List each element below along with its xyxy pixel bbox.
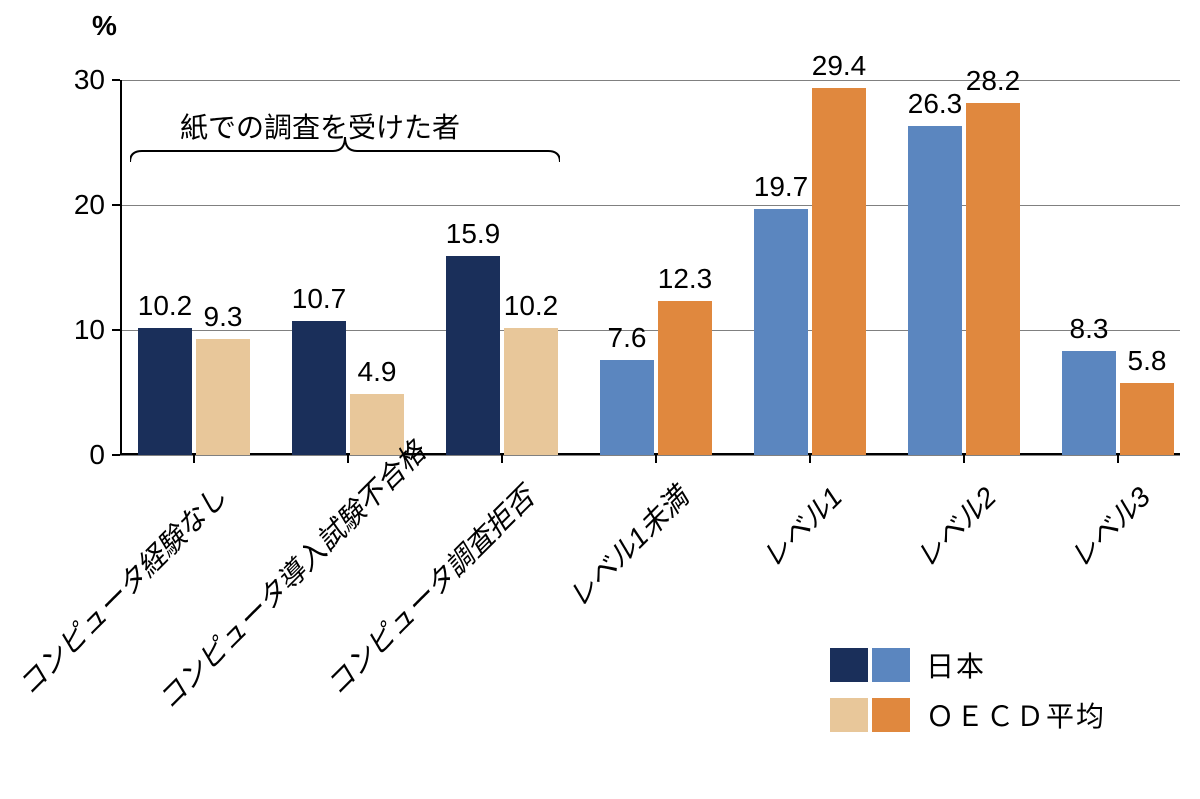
- y-tick-mark: [112, 454, 120, 456]
- x-tick-mark: [501, 455, 503, 463]
- y-axis-line: [120, 80, 122, 455]
- bar-japan: [600, 360, 654, 455]
- bar-oecd: [504, 328, 558, 456]
- gridline: [120, 330, 1180, 331]
- bar-oecd: [1120, 383, 1174, 456]
- bar-oecd: [966, 103, 1020, 456]
- bar-japan: [908, 126, 962, 455]
- bar-value-label: 12.3: [658, 263, 713, 295]
- y-tick-mark: [112, 329, 120, 331]
- legend-row: 日本: [830, 645, 1106, 685]
- bar-oecd: [196, 339, 250, 455]
- x-tick-mark: [963, 455, 965, 463]
- bar-value-label: 29.4: [812, 50, 867, 82]
- bar-chart: 10.2 9.3 10.7 4.9 15.9 10.2 7.6 12.3 19.7 29.4 26.…: [0, 0, 1200, 799]
- y-tick-label: 20: [60, 189, 105, 221]
- y-axis-unit: %: [92, 10, 117, 42]
- legend-label: ＯＥＣＤ平均: [926, 695, 1106, 735]
- x-tick-mark: [655, 455, 657, 463]
- legend-swatch: [872, 698, 910, 732]
- gridline: [120, 205, 1180, 206]
- bar-japan: [754, 209, 808, 455]
- paper-survey-brace: [130, 135, 560, 167]
- bar-value-label: 19.7: [754, 171, 809, 203]
- bar-oecd: [812, 88, 866, 456]
- bar-japan: [292, 321, 346, 455]
- y-tick-label: 10: [60, 314, 105, 346]
- bar-value-label: 10.7: [292, 283, 347, 315]
- y-tick-mark: [112, 79, 120, 81]
- legend-label: 日本: [926, 645, 986, 685]
- bar-value-label: 8.3: [1070, 313, 1109, 345]
- gridline: [120, 455, 1180, 456]
- legend-swatch: [830, 648, 868, 682]
- x-tick-mark: [347, 455, 349, 463]
- x-tick-mark: [809, 455, 811, 463]
- legend-swatch: [830, 698, 868, 732]
- bar-japan: [138, 328, 192, 456]
- bar-oecd: [350, 394, 404, 455]
- bar-value-label: 9.3: [204, 301, 243, 333]
- y-tick-mark: [112, 204, 120, 206]
- gridline: [120, 80, 1180, 81]
- legend: 日本 ＯＥＣＤ平均: [830, 645, 1106, 745]
- bar-value-label: 4.9: [358, 356, 397, 388]
- bar-value-label: 10.2: [504, 290, 559, 322]
- bar-japan: [446, 256, 500, 455]
- bar-value-label: 26.3: [908, 88, 963, 120]
- y-tick-label: 30: [60, 64, 105, 96]
- legend-row: ＯＥＣＤ平均: [830, 695, 1106, 735]
- x-tick-mark: [1117, 455, 1119, 463]
- bar-oecd: [658, 301, 712, 455]
- y-tick-label: 0: [60, 439, 105, 471]
- bar-value-label: 5.8: [1128, 345, 1167, 377]
- bar-value-label: 28.2: [966, 65, 1021, 97]
- bar-value-label: 7.6: [608, 322, 647, 354]
- bar-value-label: 15.9: [446, 218, 501, 250]
- legend-swatch: [872, 648, 910, 682]
- x-tick-mark: [193, 455, 195, 463]
- bar-value-label: 10.2: [138, 290, 193, 322]
- bar-japan: [1062, 351, 1116, 455]
